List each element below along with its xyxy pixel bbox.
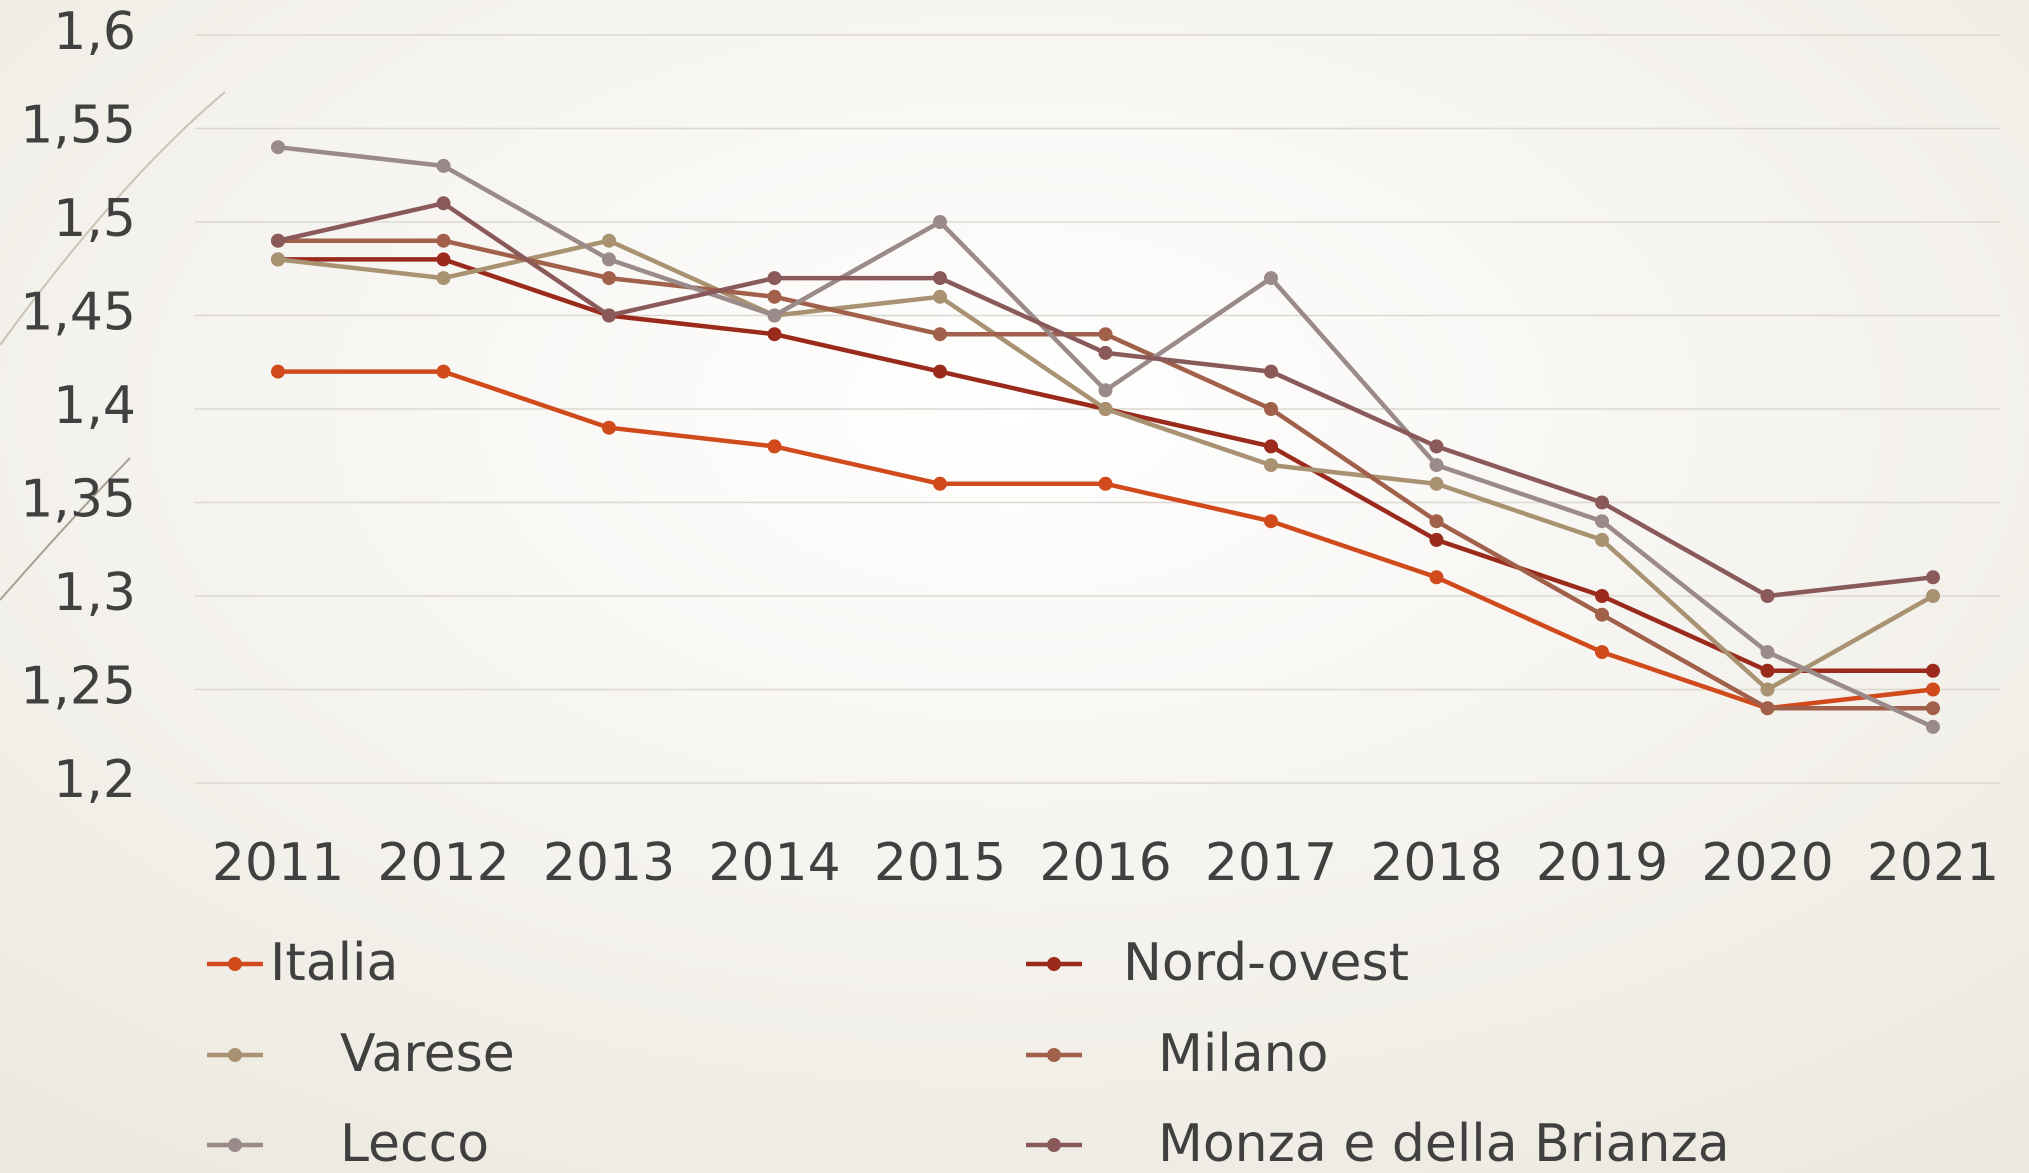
data-point — [436, 364, 451, 379]
data-point — [1760, 701, 1775, 716]
data-point — [271, 233, 285, 248]
decoration — [0, 457, 131, 601]
data-point — [1760, 682, 1775, 697]
data-point — [767, 439, 782, 454]
y-tick-label: 1,55 — [20, 96, 136, 156]
x-tick-label: 2018 — [1370, 833, 1502, 893]
data-point — [1098, 402, 1113, 416]
data-point — [933, 327, 947, 342]
data-point — [271, 140, 285, 155]
data-point — [1098, 476, 1113, 491]
y-tick-label: 1,5 — [53, 189, 136, 249]
data-point — [767, 327, 782, 342]
data-point — [602, 420, 616, 435]
data-point — [436, 252, 451, 267]
legend-label: Italia — [270, 933, 398, 993]
data-point — [602, 233, 616, 248]
data-point — [436, 271, 451, 286]
x-tick-label: 2012 — [377, 833, 509, 893]
data-point — [271, 364, 285, 379]
y-tick-label: 1,6 — [53, 2, 136, 62]
x-tick-label: 2011 — [212, 833, 344, 893]
data-point — [933, 271, 947, 286]
data-point — [436, 196, 451, 211]
x-tick-label: 2017 — [1205, 833, 1337, 893]
data-point — [1429, 439, 1444, 454]
data-point — [1926, 682, 1940, 697]
y-tick-label: 1,35 — [20, 470, 136, 530]
data-point — [1429, 476, 1444, 491]
legend-label: Lecco — [340, 1114, 489, 1173]
y-tick-label: 1,3 — [53, 563, 136, 623]
data-point — [1595, 495, 1609, 510]
legend-marker — [228, 957, 242, 971]
x-tick-label: 2020 — [1701, 833, 1833, 893]
data-point — [1264, 402, 1278, 416]
x-tick-label: 2013 — [543, 833, 675, 893]
data-point — [1926, 701, 1940, 716]
data-point — [1429, 514, 1444, 529]
data-point — [767, 308, 782, 323]
data-point — [1926, 570, 1940, 585]
legend-label: Monza e della Brianza — [1158, 1114, 1730, 1173]
data-point — [1098, 383, 1113, 398]
data-point — [1595, 514, 1609, 529]
data-point — [1595, 589, 1609, 603]
data-point — [933, 476, 947, 491]
data-point — [1429, 570, 1444, 585]
data-point — [933, 215, 947, 229]
legend-marker — [228, 1048, 242, 1062]
data-point — [1926, 663, 1940, 678]
y-tick-label: 1,2 — [53, 750, 136, 810]
data-point — [1264, 514, 1278, 529]
x-tick-label: 2015 — [874, 833, 1006, 893]
data-point — [1926, 719, 1940, 734]
data-point — [1760, 663, 1775, 678]
data-point — [1429, 458, 1444, 473]
data-point — [1760, 645, 1775, 660]
data-point — [602, 252, 616, 267]
data-point — [1595, 645, 1609, 660]
legend-marker — [1047, 957, 1061, 971]
data-point — [1760, 589, 1775, 603]
legend-marker — [1047, 1138, 1061, 1152]
data-point — [602, 308, 616, 323]
legend-label: Varese — [340, 1024, 515, 1084]
legend-marker — [1047, 1048, 1061, 1062]
y-tick-label: 1,25 — [20, 657, 136, 717]
data-point — [933, 364, 947, 379]
data-point — [1264, 271, 1278, 286]
data-point — [436, 233, 451, 248]
y-tick-label: 1,45 — [20, 283, 136, 343]
x-tick-label: 2014 — [708, 833, 840, 893]
data-point — [271, 252, 285, 267]
x-tick-label: 2021 — [1867, 833, 1999, 893]
x-tick-label: 2016 — [1039, 833, 1171, 893]
data-point — [1595, 607, 1609, 622]
data-point — [436, 158, 451, 173]
data-point — [767, 289, 782, 304]
legend-label: Nord-ovest — [1123, 933, 1409, 993]
data-point — [1429, 532, 1444, 547]
data-point — [1595, 532, 1609, 547]
data-point — [1264, 458, 1278, 473]
data-point — [1264, 364, 1278, 379]
data-point — [933, 289, 947, 304]
legend-marker — [228, 1138, 242, 1152]
data-point — [1098, 327, 1113, 342]
decoration — [0, 91, 226, 346]
x-tick-label: 2019 — [1536, 833, 1668, 893]
data-point — [602, 271, 616, 286]
data-point — [767, 271, 782, 286]
data-point — [1098, 345, 1113, 360]
y-tick-label: 1,4 — [53, 376, 136, 436]
data-point — [1264, 439, 1278, 454]
legend-label: Milano — [1158, 1024, 1328, 1084]
data-point — [1926, 589, 1940, 603]
